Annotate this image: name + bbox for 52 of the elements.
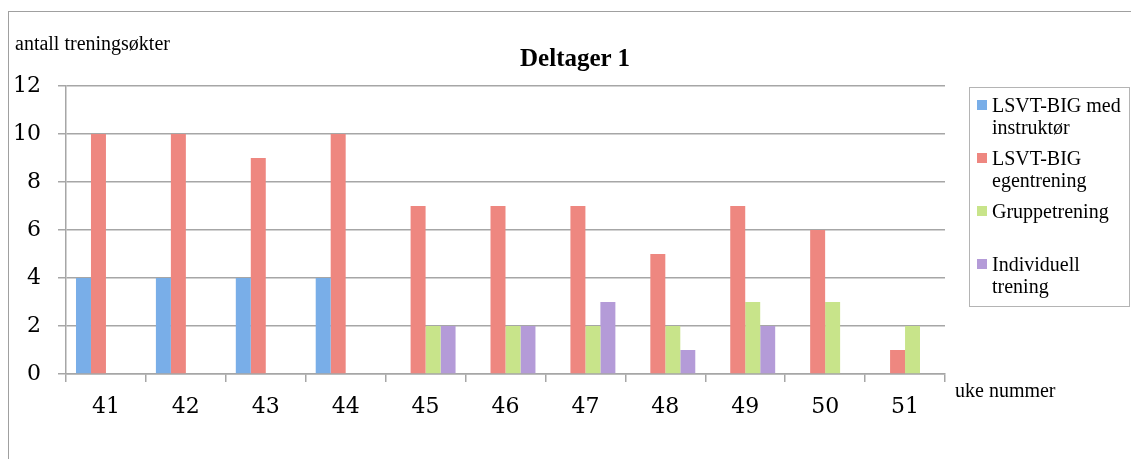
legend-label: LSVT-BIG egentrening	[992, 147, 1088, 191]
y-tick-label: 12	[13, 71, 41, 97]
x-tick-label: 50	[811, 392, 840, 418]
bar	[250, 158, 266, 374]
x-tick-label: 43	[251, 392, 280, 418]
bar	[730, 206, 746, 374]
bar	[520, 326, 536, 374]
x-axis-title: uke nummer	[955, 379, 1056, 402]
bar	[90, 134, 106, 374]
bar	[235, 278, 251, 374]
bar	[665, 326, 681, 374]
y-tick-label: 2	[27, 311, 41, 337]
bar	[505, 326, 521, 374]
x-tick-label: 46	[491, 392, 520, 418]
bar	[330, 134, 346, 374]
y-tick-label: 8	[27, 167, 41, 193]
x-tick-label: 41	[91, 392, 120, 418]
y-tick-label: 10	[13, 119, 41, 145]
bar	[570, 206, 586, 374]
bar	[425, 326, 441, 374]
x-tick-label: 51	[891, 392, 920, 418]
bar	[585, 326, 601, 374]
x-tick-label: 45	[411, 392, 440, 418]
bar	[315, 278, 331, 374]
x-tick-label: 44	[331, 392, 360, 418]
bar	[410, 206, 426, 374]
y-axis-title: antall treningsøkter	[15, 32, 171, 55]
chart-title: Deltager 1	[520, 44, 630, 71]
bar	[810, 230, 826, 374]
bar	[170, 134, 186, 374]
x-tick-label: 47	[571, 392, 600, 418]
x-tick-label: 49	[731, 392, 760, 418]
bar	[155, 278, 171, 374]
legend-label: Individuell trening	[992, 253, 1081, 297]
bar	[650, 254, 666, 374]
legend-label: LSVT-BIG med instruktør	[992, 94, 1122, 138]
x-tick-label: 48	[651, 392, 680, 418]
y-tick-label: 6	[27, 215, 41, 241]
bar	[745, 302, 761, 374]
y-tick-label: 0	[27, 359, 41, 385]
bar	[680, 350, 696, 374]
legend-label: Gruppetrening	[992, 200, 1110, 222]
x-tick-label: 42	[171, 392, 200, 418]
bar	[440, 326, 456, 374]
bar	[75, 278, 91, 374]
bar	[490, 206, 506, 374]
bar	[600, 302, 616, 374]
bar	[760, 326, 776, 374]
bar	[905, 326, 921, 374]
bar	[825, 302, 841, 374]
bar	[890, 350, 906, 374]
y-tick-label: 4	[27, 263, 41, 289]
